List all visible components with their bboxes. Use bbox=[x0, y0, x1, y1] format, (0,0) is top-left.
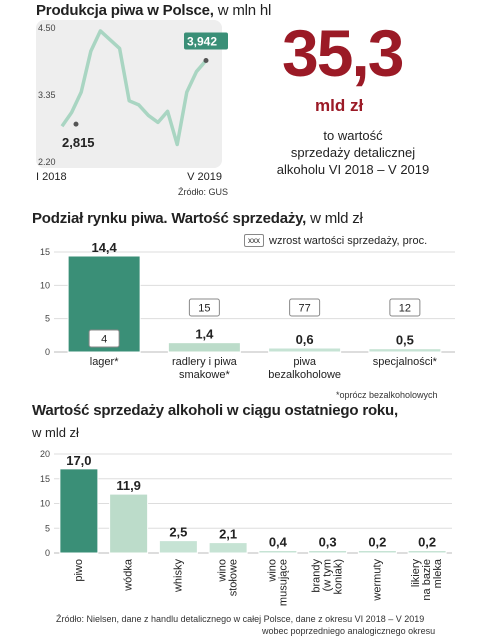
category-label: wermuty bbox=[371, 559, 383, 602]
growth-label: 4 bbox=[101, 334, 107, 346]
bar bbox=[109, 493, 149, 554]
bar bbox=[59, 468, 99, 554]
y-tick-label: 0 bbox=[45, 347, 50, 357]
panel2-unit: w mld zł bbox=[306, 210, 363, 227]
bar bbox=[158, 540, 198, 554]
bar bbox=[258, 550, 298, 554]
legend-sample-box: xxx bbox=[244, 234, 264, 247]
category-label: lager* bbox=[90, 356, 119, 368]
bar-value-label: 0,2 bbox=[418, 535, 436, 550]
beer-market-bar-chart: 15 10 5 0 14,4 lager* 1,4 radlery i piwa smakow… bbox=[40, 240, 455, 381]
category-label: specjalności* bbox=[373, 356, 438, 368]
bar-value-label: 14,4 bbox=[91, 240, 117, 255]
growth-box bbox=[88, 329, 120, 348]
panel1-title-text: Produkcja piwa w Polsce, bbox=[36, 2, 214, 19]
headline-unit: mld zł bbox=[315, 96, 364, 115]
bar-value-label: 17,0 bbox=[66, 453, 91, 468]
headline-description: to wartość sprzedaży detalicznej alkohol… bbox=[268, 127, 438, 178]
bar-value-label: 11,9 bbox=[116, 478, 141, 493]
panel2-title: Podział rynku piwa. Wartość sprzedaży, w… bbox=[32, 210, 363, 227]
y-tick-label: 15 bbox=[40, 247, 50, 257]
bar bbox=[268, 347, 342, 353]
y-tick-label: 4.50 bbox=[38, 23, 56, 33]
panel3-source-line-2: wobec poprzedniego analogicznego okresu bbox=[262, 626, 436, 636]
production-line-chart: 4.50 3.35 2.20 2,815 3,942 I 2018 V 2019 bbox=[36, 20, 228, 183]
category-label: wódka bbox=[123, 558, 135, 592]
alcohol-sales-bar-chart: 20 15 10 5 0 17,0 piwo 11,9 wódka 2,5 whisky 2,1 wi… bbox=[40, 449, 452, 606]
end-point-marker bbox=[203, 58, 209, 64]
category-label: brandy(w tymkoniak) bbox=[311, 559, 345, 595]
category-label: piwa bezalkoholowe bbox=[268, 356, 341, 381]
production-series-line bbox=[60, 29, 208, 147]
bar bbox=[208, 542, 248, 554]
y-tick-label: 5 bbox=[45, 314, 50, 324]
y-tick-label: 10 bbox=[40, 280, 50, 290]
panel3-source-line-1: Źródło: Nielsen, dane z handlu detaliczn… bbox=[56, 614, 425, 624]
y-tick-label: 10 bbox=[40, 499, 50, 509]
y-tick-label: 5 bbox=[45, 523, 50, 533]
panel1-source: Źródło: GUS bbox=[178, 187, 229, 197]
growth-box bbox=[289, 298, 321, 317]
panel1-unit: w mln hl bbox=[213, 2, 272, 19]
x-label-end: V 2019 bbox=[187, 171, 222, 183]
y-tick-label: 2.20 bbox=[38, 157, 56, 167]
description-line-1: to wartość bbox=[323, 128, 383, 143]
bar bbox=[407, 550, 447, 554]
panel2-footnote: *oprócz bezalkoholowych bbox=[336, 390, 438, 400]
bar-value-label: 0,4 bbox=[269, 535, 288, 550]
bar bbox=[167, 342, 241, 353]
growth-label: 15 bbox=[198, 303, 210, 315]
end-value-label: 3,942 bbox=[187, 35, 217, 49]
category-label: winostołowe bbox=[217, 559, 240, 596]
bar-value-label: 0,5 bbox=[396, 333, 414, 348]
panel3-title: Wartość sprzedaży alkoholi w ciągu ostat… bbox=[32, 402, 398, 419]
panel1-title: Produkcja piwa w Polsce, w mln hl bbox=[36, 2, 271, 19]
category-label: whisky bbox=[172, 559, 184, 594]
growth-box bbox=[188, 298, 220, 317]
category-label: radlery i piwa smakowe* bbox=[172, 356, 238, 381]
x-label-start: I 2018 bbox=[36, 171, 67, 183]
y-tick-label: 3.35 bbox=[38, 90, 56, 100]
growth-label: 12 bbox=[399, 303, 411, 315]
bar-value-label: 2,5 bbox=[169, 525, 187, 540]
category-label: likieryna baziemleka bbox=[410, 558, 444, 600]
start-point-marker bbox=[73, 121, 79, 127]
description-line-3: alkoholu VI 2018 – V 2019 bbox=[276, 162, 430, 177]
bar-value-label: 0,3 bbox=[319, 535, 337, 550]
panel2-legend: xxx wzrost wartości sprzedaży, proc. bbox=[244, 234, 427, 247]
bar-value-label: 2,1 bbox=[219, 527, 237, 542]
legend-text: wzrost wartości sprzedaży, proc. bbox=[269, 234, 428, 247]
y-tick-label: 0 bbox=[45, 548, 50, 558]
y-tick-label: 20 bbox=[40, 449, 50, 459]
bar bbox=[308, 550, 348, 554]
growth-box bbox=[389, 298, 421, 317]
growth-label: 77 bbox=[299, 303, 311, 315]
description-line-2: sprzedaży detalicznej bbox=[290, 145, 416, 160]
bar-value-label: 0,6 bbox=[296, 332, 314, 347]
panel3-unit: w mld zł bbox=[32, 425, 79, 440]
bar bbox=[357, 550, 397, 554]
category-label: winomusujące bbox=[266, 559, 289, 606]
end-value-badge bbox=[184, 32, 228, 50]
bar-value-label: 0,2 bbox=[368, 535, 386, 550]
start-value-label: 2,815 bbox=[62, 135, 95, 150]
category-label: piwo bbox=[73, 559, 85, 582]
bar-value-label: 1,4 bbox=[195, 327, 214, 342]
headline-value: 35,3 bbox=[282, 16, 404, 90]
bar bbox=[368, 348, 442, 353]
panel2-title-text: Podział rynku piwa. Wartość sprzedaży, bbox=[32, 210, 307, 227]
y-tick-label: 15 bbox=[40, 474, 50, 484]
